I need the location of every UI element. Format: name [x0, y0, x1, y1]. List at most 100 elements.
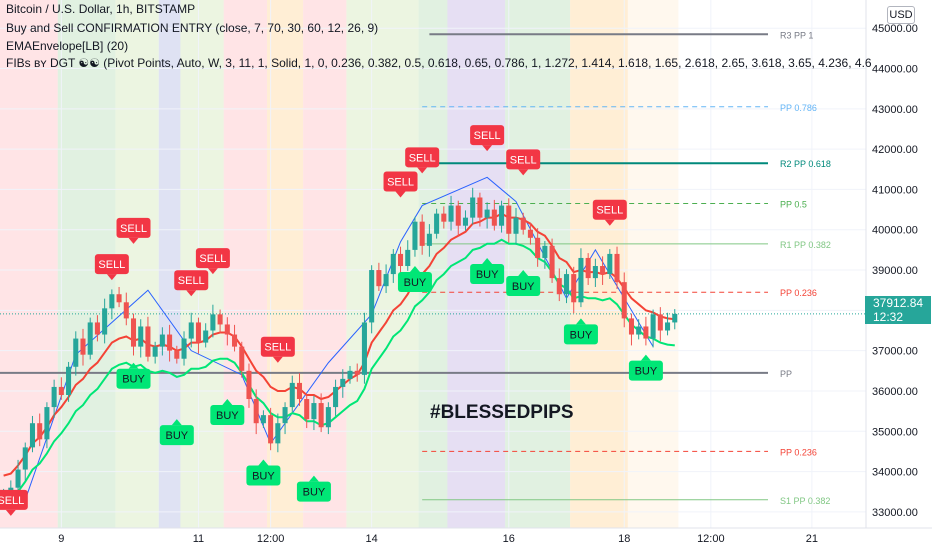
candle-body — [195, 322, 201, 343]
sell-signal-box — [405, 147, 440, 168]
sell-signal-text: SELL — [199, 253, 226, 265]
sell-signal-box — [116, 217, 151, 238]
candle-body — [520, 217, 526, 230]
candle-body — [361, 322, 367, 375]
watermark-text: #BLESSEDPIPS — [430, 402, 574, 423]
candle-body — [657, 314, 663, 331]
sell-signal-label: SELL — [383, 171, 418, 198]
buy-signal-text: BUY — [216, 410, 239, 422]
candle-body — [275, 423, 281, 444]
sell-signal-box — [383, 171, 418, 192]
candle-body — [628, 318, 634, 335]
pivot-level-label: R2 PP 0.618 — [780, 159, 831, 169]
sell-signal-pointer — [106, 274, 117, 281]
candle-body — [672, 313, 678, 323]
pivot-level-label: R3 PP 1 — [780, 30, 813, 40]
currency-selector[interactable]: USD — [887, 6, 915, 24]
indicator-legend-fibs[interactable]: FIBs ʙʏ DGT ☯☯ (Pivot Points, Auto, W, 3… — [6, 56, 872, 70]
sell-signal-box — [94, 254, 129, 275]
price-axis: 33000.00 34000.00 35000.00 36000.00 37000.00… — [865, 0, 932, 550]
candle-body — [563, 274, 570, 295]
sell-signal-box — [260, 336, 295, 357]
price-tick-label: 40000.00 — [872, 225, 918, 237]
candle-body — [138, 326, 144, 347]
candle-body — [542, 245, 548, 258]
candle-body — [152, 346, 158, 357]
indicator-legend-buysell[interactable]: Buy and Sell CONFIRMATION ENTRY (close, … — [6, 21, 379, 35]
grid-lines — [0, 0, 866, 528]
candle-body — [296, 382, 303, 400]
candle-body — [116, 294, 122, 303]
candle-body — [470, 197, 476, 218]
buy-signal-text: BUY — [635, 366, 658, 378]
candle-body — [203, 330, 209, 343]
sell-signal-pointer — [395, 191, 406, 198]
buy-signal-pointer — [258, 459, 269, 466]
candle-body — [109, 294, 115, 309]
buy-signal-box — [116, 368, 151, 389]
buy-signal-label: BUY — [116, 362, 151, 389]
sell-signal-pointer — [272, 356, 283, 363]
buy-signal-text: BUY — [122, 374, 145, 386]
price-tick-label: 39000.00 — [872, 265, 918, 277]
buy-signal-label: BUY — [210, 399, 245, 426]
buy-signal-box — [563, 324, 598, 345]
pivot-level-label: R1 PP 0.382 — [780, 240, 831, 250]
sell-signal-label: SELL — [470, 125, 505, 152]
sell-signal-pointer — [604, 219, 615, 226]
candle-body — [239, 346, 245, 371]
sell-signal-box — [174, 270, 209, 291]
buy-signal-box — [159, 425, 194, 446]
candle-body — [484, 209, 490, 218]
background-zones — [0, 0, 679, 528]
candle-body — [556, 278, 562, 295]
last-price-value: 37912.84 — [873, 296, 924, 310]
candle-body — [232, 334, 238, 347]
price-tick-label: 34000.00 — [872, 467, 918, 479]
price-tick-label: 42000.00 — [872, 144, 918, 156]
buy-signal-pointer — [171, 419, 182, 426]
sell-signal-text: SELL — [474, 130, 501, 142]
price-tick-label: 43000.00 — [872, 104, 918, 116]
buy-signal-text: BUY — [252, 470, 275, 482]
candle-body — [66, 366, 72, 395]
pivot-level-label: PP 0.236 — [780, 447, 817, 457]
sell-signal-text: SELL — [0, 495, 24, 507]
buy-signal-box — [470, 263, 505, 284]
buy-signal-box — [246, 465, 281, 486]
buy-signal-label: BUY — [397, 266, 432, 293]
candle-body — [354, 370, 360, 375]
price-tick-label: 44000.00 — [872, 64, 918, 76]
buy-signal-text: BUY — [303, 487, 326, 499]
sell-signal-text: SELL — [596, 205, 623, 217]
candle-body — [376, 270, 382, 287]
candle-body — [383, 274, 389, 287]
candle-body — [73, 338, 79, 367]
candle-body — [636, 326, 642, 335]
candle-body — [549, 245, 555, 279]
candle-body — [289, 382, 295, 408]
indicator-legend-ema[interactable]: EMAEnvelope[LB] (20) — [6, 39, 129, 53]
candle-body — [130, 318, 137, 347]
candle-body — [419, 221, 425, 246]
candle-body — [123, 302, 129, 319]
candle-body — [260, 415, 266, 424]
background-zone — [303, 0, 347, 528]
candle-body — [311, 403, 317, 420]
buy-signal-pointer — [308, 475, 319, 482]
time-axis-bg — [0, 528, 932, 550]
sell-signal-text: SELL — [264, 342, 291, 354]
candle-body — [405, 249, 411, 267]
buy-signal-label: BUY — [628, 354, 663, 381]
buy-signal-label: BUY — [470, 257, 505, 284]
candle-body — [665, 322, 671, 331]
sell-signal-label: SELL — [116, 217, 151, 244]
price-tick-label: 33000.00 — [872, 507, 918, 519]
sell-signal-pointer — [207, 268, 218, 275]
background-zone — [158, 0, 181, 528]
symbol-title: Bitcoin / U.S. Dollar, 1h, BITSTAMP — [6, 2, 196, 16]
candle-body — [643, 326, 649, 339]
background-zone — [418, 0, 448, 528]
